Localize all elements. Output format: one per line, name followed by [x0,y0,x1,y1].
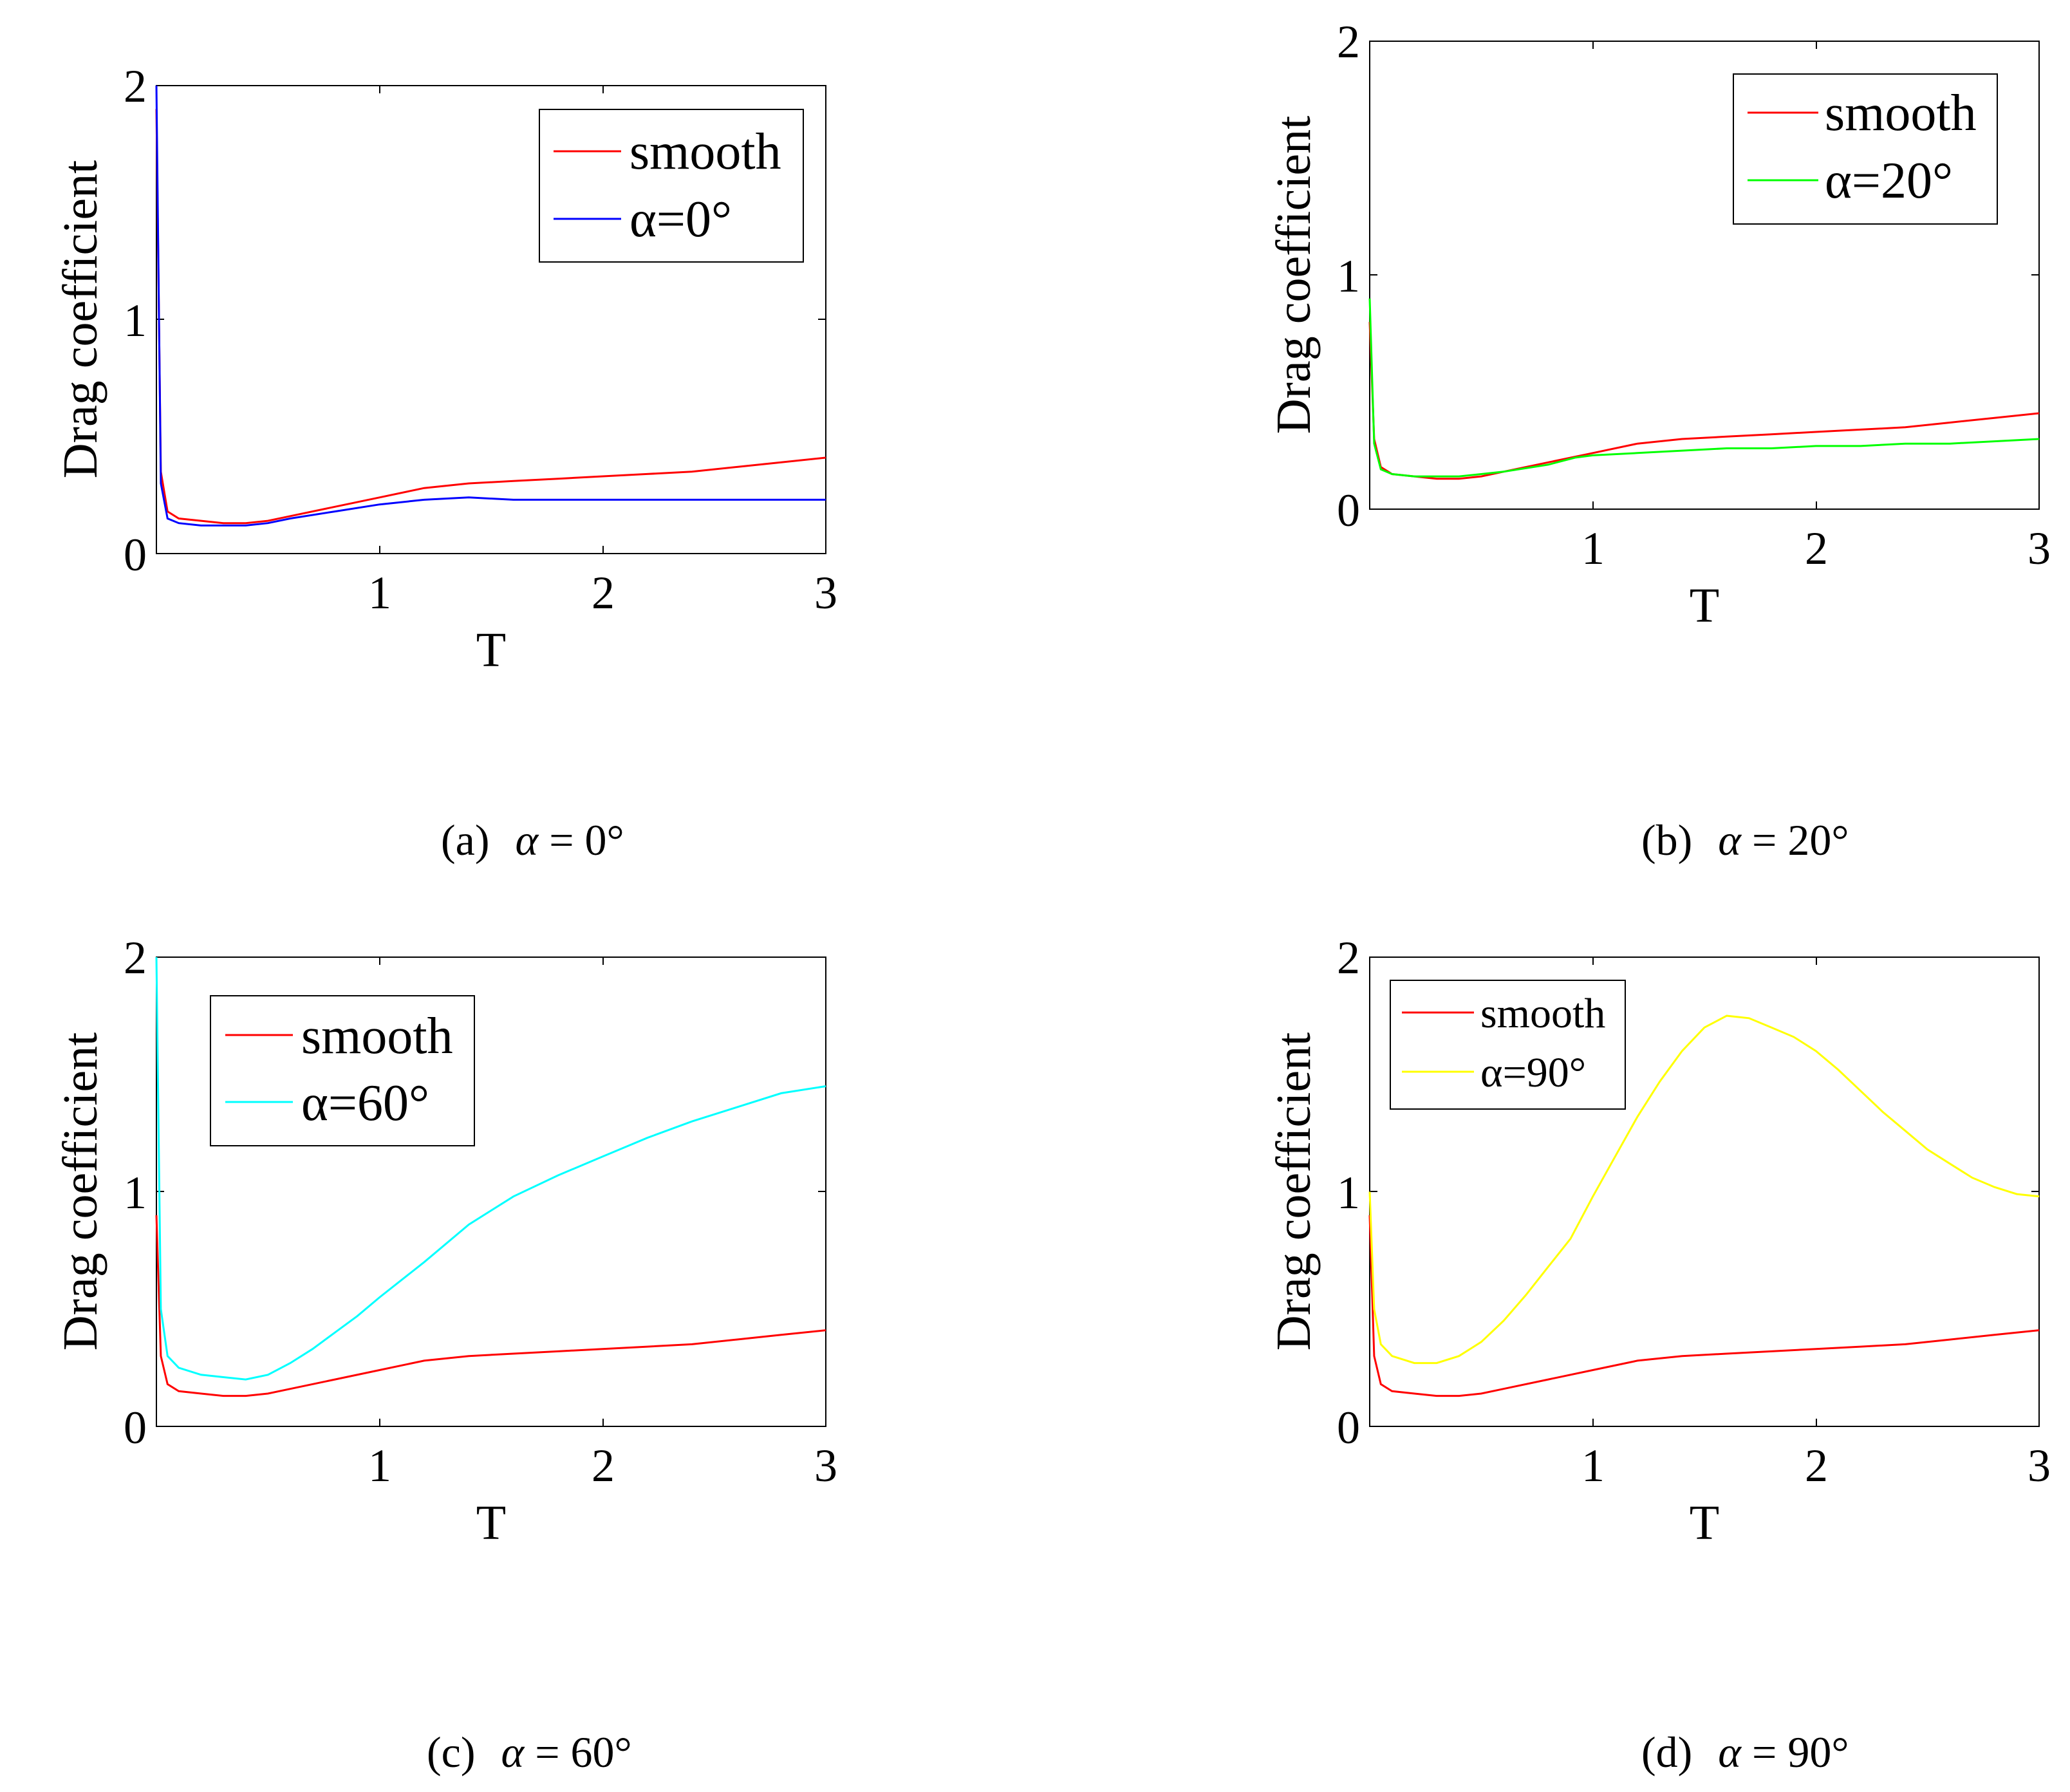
tick-marks-b [1370,41,2039,509]
caption-symbol: α [1718,816,1742,864]
legend-c: smooth α=60° [210,995,475,1146]
x-axis-label: T [1690,579,1719,633]
legend-label-smooth: smooth [1480,990,1605,1037]
x-axis-label: T [1690,1496,1719,1550]
series-line-smooth [155,109,826,525]
caption-label: (b) [1641,816,1692,864]
caption-b: (b) α = 20° [1641,816,1849,864]
series-line-alpha-90 [1368,1014,2040,1365]
x-tick-label: 2 [592,567,615,619]
x-tick-label: 2 [592,1440,615,1491]
y-tick-label: 2 [1337,932,1360,984]
caption-symbol: α [501,1728,525,1777]
legend-b: smooth α=20° [1733,73,1998,225]
x-tick-label: 3 [814,1440,837,1491]
x-tick-label: 1 [1581,523,1605,574]
x-tick-label: 3 [814,567,837,619]
y-tick-label: 2 [124,61,147,112]
caption-value: = 90° [1741,1728,1849,1777]
legend-label-smooth: smooth [1825,85,1977,142]
tick-marks-d [1370,957,2039,1426]
y-tick-label: 1 [124,1167,147,1218]
legend-label-alpha-90: α=90° [1480,1049,1586,1096]
x-tick-label: 1 [1581,1440,1605,1491]
caption-a: (a) α = 0° [441,816,624,864]
y-axis-label: Drag coefficient [53,160,107,478]
y-ticks-b: 0 1 2 [1337,16,1360,536]
series-line-smooth [1368,1215,2040,1397]
panel-a: 0 1 2 1 2 3 T Drag coefficient smooth α=… [53,61,837,677]
legend-box [210,995,475,1146]
caption-d: (d) α = 90° [1641,1728,1849,1777]
y-axis-label: Drag coefficient [1267,1032,1321,1350]
tick-marks-c [156,957,826,1426]
panel-c: 0 1 2 1 2 3 T Drag coefficient smooth α=… [53,932,837,1550]
caption-label: (d) [1641,1728,1692,1777]
legend-a: smooth α=0° [539,109,804,263]
y-tick-label: 0 [1337,1402,1360,1453]
y-tick-label: 0 [1337,485,1360,536]
legend-label-alpha-20: α=20° [1825,153,1953,209]
y-tick-label: 1 [124,295,147,346]
caption-label: (c) [427,1728,475,1777]
x-axis-label: T [476,1496,506,1550]
x-tick-label: 3 [2028,523,2051,574]
legend-label-smooth: smooth [301,1008,453,1065]
x-ticks-b: 1 2 3 [1581,523,2051,574]
y-ticks-c: 0 1 2 [124,932,147,1453]
y-tick-label: 2 [1337,16,1360,68]
y-tick-label: 2 [124,932,147,984]
panel-d: 0 1 2 1 2 3 T Drag coefficient smooth α=… [1267,932,2051,1550]
caption-symbol: α [515,816,539,864]
caption-label: (a) [441,816,489,864]
y-tick-label: 1 [1337,1167,1360,1218]
legend-box [539,109,804,263]
x-tick-label: 2 [1805,523,1828,574]
legend-label-alpha-60: α=60° [301,1075,429,1132]
tick-marks-a [156,86,826,554]
series-line-alpha-0 [155,85,826,527]
legend-box [1733,73,1998,225]
series-line-alpha-20 [1368,298,2040,478]
x-ticks-c: 1 2 3 [368,1440,837,1491]
y-ticks-a: 0 1 2 [124,61,147,581]
caption-value: = 60° [524,1728,632,1777]
panel-b: 0 1 2 1 2 3 T Drag coefficient smooth α=… [1267,16,2051,633]
y-axis-label: Drag coefficient [53,1032,107,1350]
y-tick-label: 0 [124,1402,147,1453]
x-tick-label: 1 [368,1440,391,1491]
caption-value: = 0° [538,816,624,864]
series-line-smooth [155,1215,826,1397]
y-axis-label: Drag coefficient [1267,116,1321,434]
series-line-alpha-60 [155,957,826,1381]
legend-label-alpha-0: α=0° [629,191,732,248]
legend-d: smooth α=90° [1390,980,1626,1110]
caption-value: = 20° [1741,816,1849,864]
caption-symbol: α [1718,1728,1742,1777]
y-tick-label: 0 [124,529,147,581]
legend-box [1390,980,1626,1110]
y-ticks-d: 0 1 2 [1337,932,1360,1453]
y-tick-label: 1 [1337,250,1360,302]
x-tick-label: 3 [2028,1440,2051,1491]
legend-label-smooth: smooth [629,124,781,180]
x-tick-label: 1 [368,567,391,619]
x-ticks-a: 1 2 3 [368,567,837,619]
x-tick-label: 2 [1805,1440,1828,1491]
x-axis-label: T [476,623,506,677]
x-ticks-d: 1 2 3 [1581,1440,2051,1491]
caption-c: (c) α = 60° [427,1728,632,1777]
